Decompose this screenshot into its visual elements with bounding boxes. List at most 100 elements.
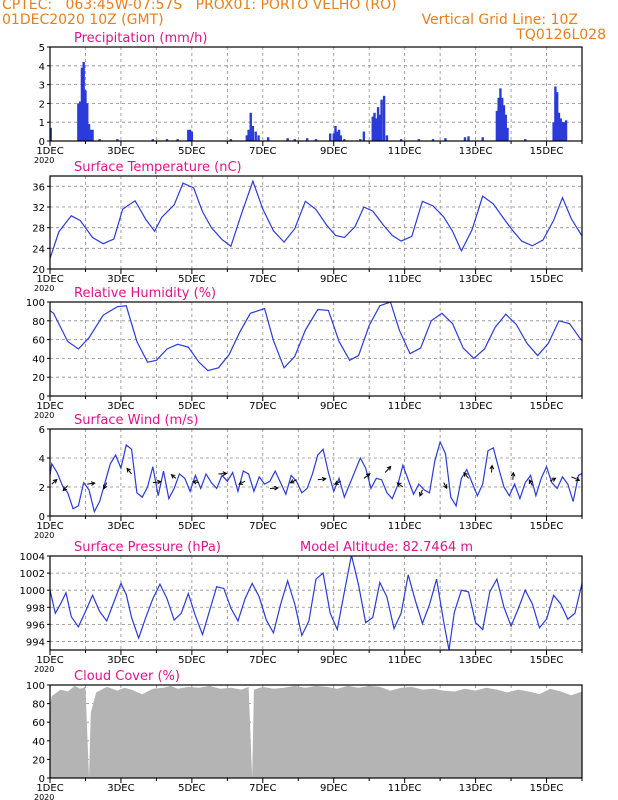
x-tick-label: 13DEC [459,274,493,285]
x-tick-label: 7DEC [249,401,276,412]
y-tick-label: 24 [32,244,45,255]
y-tick-label: 998 [26,603,45,614]
precip-bar [84,90,87,141]
x-tick-label: 1DEC [36,146,63,157]
panel-title: Surface Wind (m/s) [74,413,198,428]
panel-title: Cloud Cover (%) [74,669,180,684]
precip-bar [188,129,192,141]
panel-title: Precipitation (mm/h) [74,31,207,46]
wind-arrow [152,481,161,484]
panel-frame [49,301,583,397]
wind-arrow-head [396,482,402,487]
x-tick-label: 5DEC [178,783,205,794]
y-tick-label: 20 [32,373,45,384]
wind-arrow-head [274,485,279,491]
wind-arrow [384,466,392,473]
panel-1: 0 1 2 3 4 5 1DEC 3DEC 5DEC 7DEC 9DEC 11DEC 13DEC 15DE… [34,31,583,165]
series-group [50,62,568,141]
precip-bar [165,139,169,141]
precip-bar [229,139,233,141]
precip-bar [561,122,564,141]
panel-title: Surface Pressure (hPa) [74,540,221,555]
panel-frame [49,175,583,270]
y-tick-label: 0 [39,512,45,523]
precip-bar [564,120,568,141]
precip-bar [251,125,255,141]
y-tick-label: 1000 [20,586,45,597]
precip-bar [495,110,499,141]
x-year-label: 2020 [34,531,54,540]
y-tick-label: 2 [39,99,45,110]
wind-arrow [463,472,469,479]
wind-arrow [491,465,493,473]
wind-arrow [62,485,69,491]
y-tick-label: 3 [39,81,45,92]
wind-arrow-head [333,480,339,485]
precip-bar [559,118,562,141]
wind-arrow [512,472,514,480]
x-tick-label: 3DEC [107,783,134,794]
x-tick-label: 7DEC [249,783,276,794]
x-tick-label: 11DEC [388,521,422,532]
precip-bar [78,101,82,141]
series-line [50,556,582,650]
panel-3: 0 20 40 60 80 100 1DEC 3DEC 5DEC 7DEC 9DEC 11DEC 13D… [26,286,583,420]
precip-bar [380,99,383,141]
precip-bar [77,103,80,141]
x-tick-label: 13DEC [459,655,493,666]
precip-bar [187,129,190,141]
x-tick-label: 11DEC [388,146,422,157]
precip-bar [557,112,561,141]
x-tick-label: 11DEC [388,783,422,794]
x-tick-label: 1DEC [36,521,63,532]
y-tick-label: 0 [39,774,45,785]
y-tick-label: 60 [32,718,45,729]
wind-arrow-head [103,484,108,490]
precip-bar [50,127,52,141]
y-tick-label: 100 [26,298,45,309]
header-grid-note: Vertical Grid Line: 10Z [421,12,578,28]
y-tick-label: 36 [32,182,45,193]
precip-bar [504,114,507,141]
y-tick-label: 40 [32,354,45,365]
wind-arrow [26,467,32,472]
y-tick-label: 0 [39,137,45,148]
series-group [26,440,617,514]
wind-arrow-head [613,481,617,485]
wind-arrow-head [62,486,68,492]
precip-bar [373,112,376,141]
wind-arrow [290,479,297,484]
panel-4: 0 2 4 6 1DEC 3DEC 5DEC 7DEC 9DEC 11DEC 13DEC 15DEC 2… [26,413,617,540]
precip-bar [506,127,509,141]
x-tick-label: 13DEC [459,783,493,794]
wind-arrow-head [386,465,392,471]
x-year-label: 2020 [34,156,54,165]
wind-arrow [397,482,404,488]
precip-bar [190,131,194,141]
x-tick-label: 15DEC [530,274,564,285]
precip-bar [371,116,374,141]
x-tick-label: 11DEC [388,274,422,285]
x-tick-label: 7DEC [249,655,276,666]
x-tick-label: 15DEC [530,521,564,532]
panel-annotation: Model Altitude: 82.7464 m [300,540,473,555]
precip-bar [463,137,467,141]
panel-frame [49,684,583,779]
precip-bar [563,122,566,141]
y-tick-label: 80 [32,700,45,711]
x-tick-label: 5DEC [178,146,205,157]
precip-bar [245,135,249,141]
wind-arrow [87,482,95,485]
x-tick-label: 9DEC [320,146,347,157]
y-tick-label: 2 [39,483,45,494]
y-tick-label: 1004 [20,552,45,563]
y-tick-label: 4 [39,454,45,465]
precip-bar [293,139,296,141]
wind-arrow [589,469,595,474]
x-tick-label: 5DEC [178,521,205,532]
precip-bar [314,139,318,141]
wind-arrow-head [26,467,30,471]
precip-bar [467,136,470,141]
precip-bar [286,138,289,141]
